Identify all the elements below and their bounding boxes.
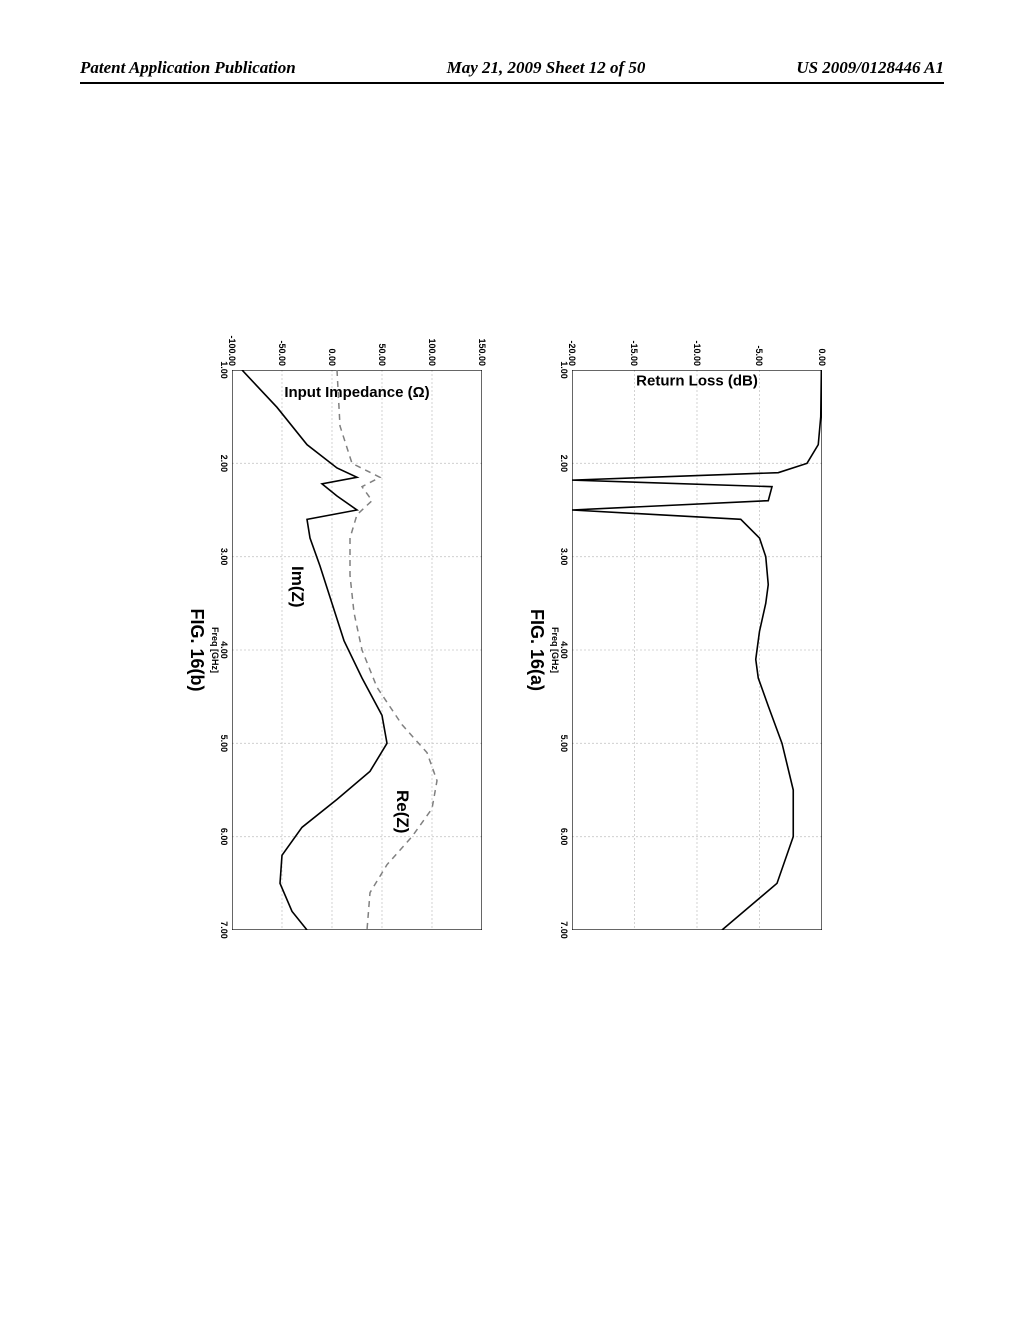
xtick-label: 5.00 [559, 735, 572, 753]
xtick-label: 2.00 [559, 455, 572, 473]
chart-svg [572, 370, 822, 930]
caption-a: FIG. 16(a) [526, 609, 547, 691]
xtick-label: 4.00 [559, 641, 572, 659]
ytick-label: -5.00 [755, 345, 765, 370]
page-header: Patent Application Publication May 21, 2… [80, 58, 944, 84]
ylabel-a: Return Loss (dB) [636, 372, 758, 389]
figure-16b: Input Impedance (Ω) Freq [GHz] FIG. 16(b… [232, 280, 482, 930]
figure-16a: Return Loss (dB) Freq [GHz] FIG. 16(a) 0… [572, 280, 822, 930]
xtick-label: 6.00 [559, 828, 572, 846]
caption-b: FIG. 16(b) [186, 608, 207, 691]
xtick-label: 1.00 [219, 361, 232, 379]
xtick-label: 6.00 [219, 828, 232, 846]
ytick-label: 0.00 [817, 348, 827, 370]
xtick-label: 3.00 [559, 548, 572, 566]
ytick-label: 100.00 [427, 338, 437, 370]
re-z-label: Re(Z) [392, 790, 412, 833]
ytick-label: 50.00 [377, 343, 387, 370]
ytick-label: -10.00 [692, 340, 702, 370]
im-z-label: Im(Z) [287, 566, 307, 608]
ytick-label: -15.00 [630, 340, 640, 370]
header-left: Patent Application Publication [80, 58, 296, 78]
xtick-label: 2.00 [219, 455, 232, 473]
figure-area: Return Loss (dB) Freq [GHz] FIG. 16(a) 0… [202, 280, 822, 1040]
ylabel-b: Input Impedance (Ω) [284, 384, 429, 401]
ytick-label: 0.00 [327, 348, 337, 370]
header-right: US 2009/0128446 A1 [796, 58, 944, 78]
chart-return-loss: Return Loss (dB) Freq [GHz] FIG. 16(a) 0… [572, 370, 822, 930]
xtick-label: 4.00 [219, 641, 232, 659]
ytick-label: -50.00 [277, 340, 287, 370]
ytick-label: 150.00 [477, 338, 487, 370]
chart-svg [232, 370, 482, 930]
xtick-label: 7.00 [559, 921, 572, 939]
xtick-label: 5.00 [219, 735, 232, 753]
xtick-label: 1.00 [559, 361, 572, 379]
xtick-label: 3.00 [219, 548, 232, 566]
xtick-label: 7.00 [219, 921, 232, 939]
header-center: May 21, 2009 Sheet 12 of 50 [447, 58, 646, 78]
chart-input-impedance: Input Impedance (Ω) Freq [GHz] FIG. 16(b… [232, 370, 482, 930]
